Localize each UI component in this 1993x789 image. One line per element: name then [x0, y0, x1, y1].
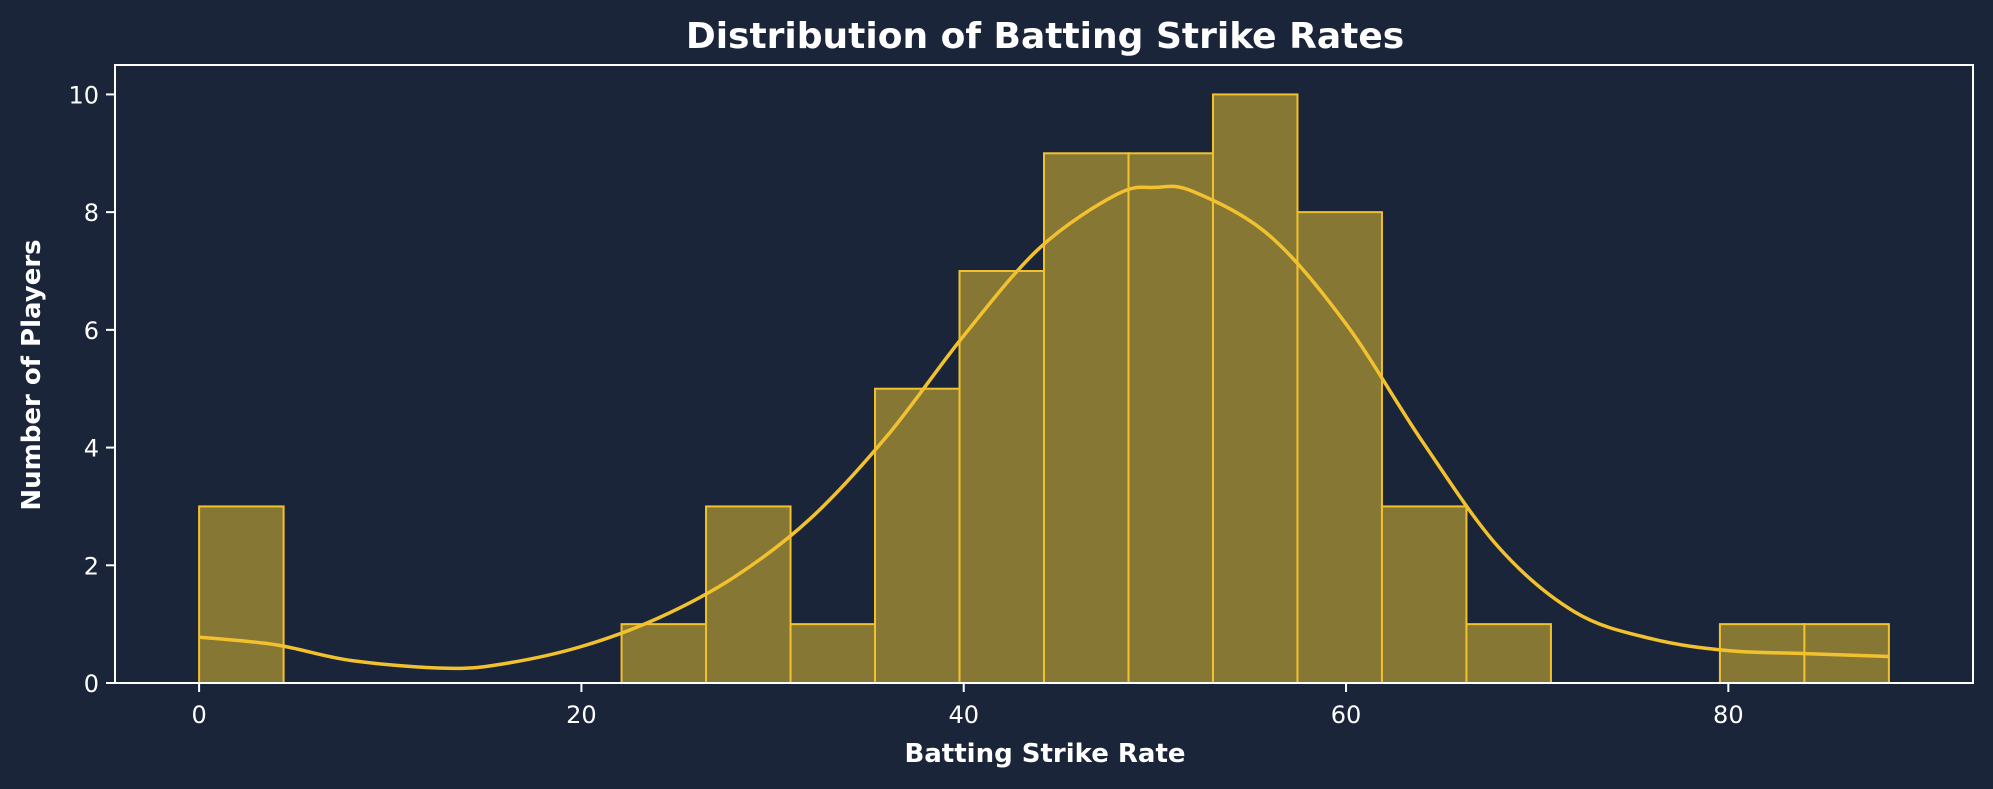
histogram-bar-8 — [874, 387, 961, 684]
y-tick-label-10: 10 — [68, 81, 99, 109]
histogram-bar-0 — [198, 505, 285, 684]
histogram-bar-13 — [1296, 211, 1383, 684]
y-tick-label-8: 8 — [84, 199, 99, 227]
histogram-bar-14 — [1380, 505, 1468, 684]
plot-frame — [114, 64, 1974, 684]
histogram-bar-5 — [620, 623, 708, 685]
plot-area: 0 20 40 60 80 0 2 4 6 8 10 — [68, 64, 1974, 729]
x-tick-label-80: 80 — [1713, 701, 1744, 729]
y-axis-label: Number of Players — [17, 239, 47, 510]
histogram-bar-9 — [958, 270, 1045, 684]
histogram-bar-6 — [705, 505, 792, 684]
histogram-bar-15 — [1465, 623, 1552, 685]
y-tick-label-4: 4 — [84, 435, 99, 463]
x-tick-label-60: 60 — [1331, 701, 1362, 729]
y-tick-label-6: 6 — [84, 317, 99, 345]
histogram-bar-11 — [1127, 152, 1214, 685]
histogram-bar-10 — [1043, 152, 1130, 685]
kde-curve — [198, 184, 1889, 671]
x-tick-label-0: 0 — [191, 701, 206, 729]
histogram-bar-7 — [789, 623, 877, 685]
x-tick-label-40: 40 — [948, 701, 979, 729]
x-axis-label: Batting Strike Rate — [904, 739, 1185, 769]
y-tick-label-0: 0 — [84, 670, 99, 698]
chart-title: Distribution of Batting Strike Rates — [686, 16, 1404, 57]
histogram-bar-12 — [1211, 93, 1299, 684]
x-tick-label-20: 20 — [566, 701, 597, 729]
y-tick-label-2: 2 — [84, 552, 99, 580]
